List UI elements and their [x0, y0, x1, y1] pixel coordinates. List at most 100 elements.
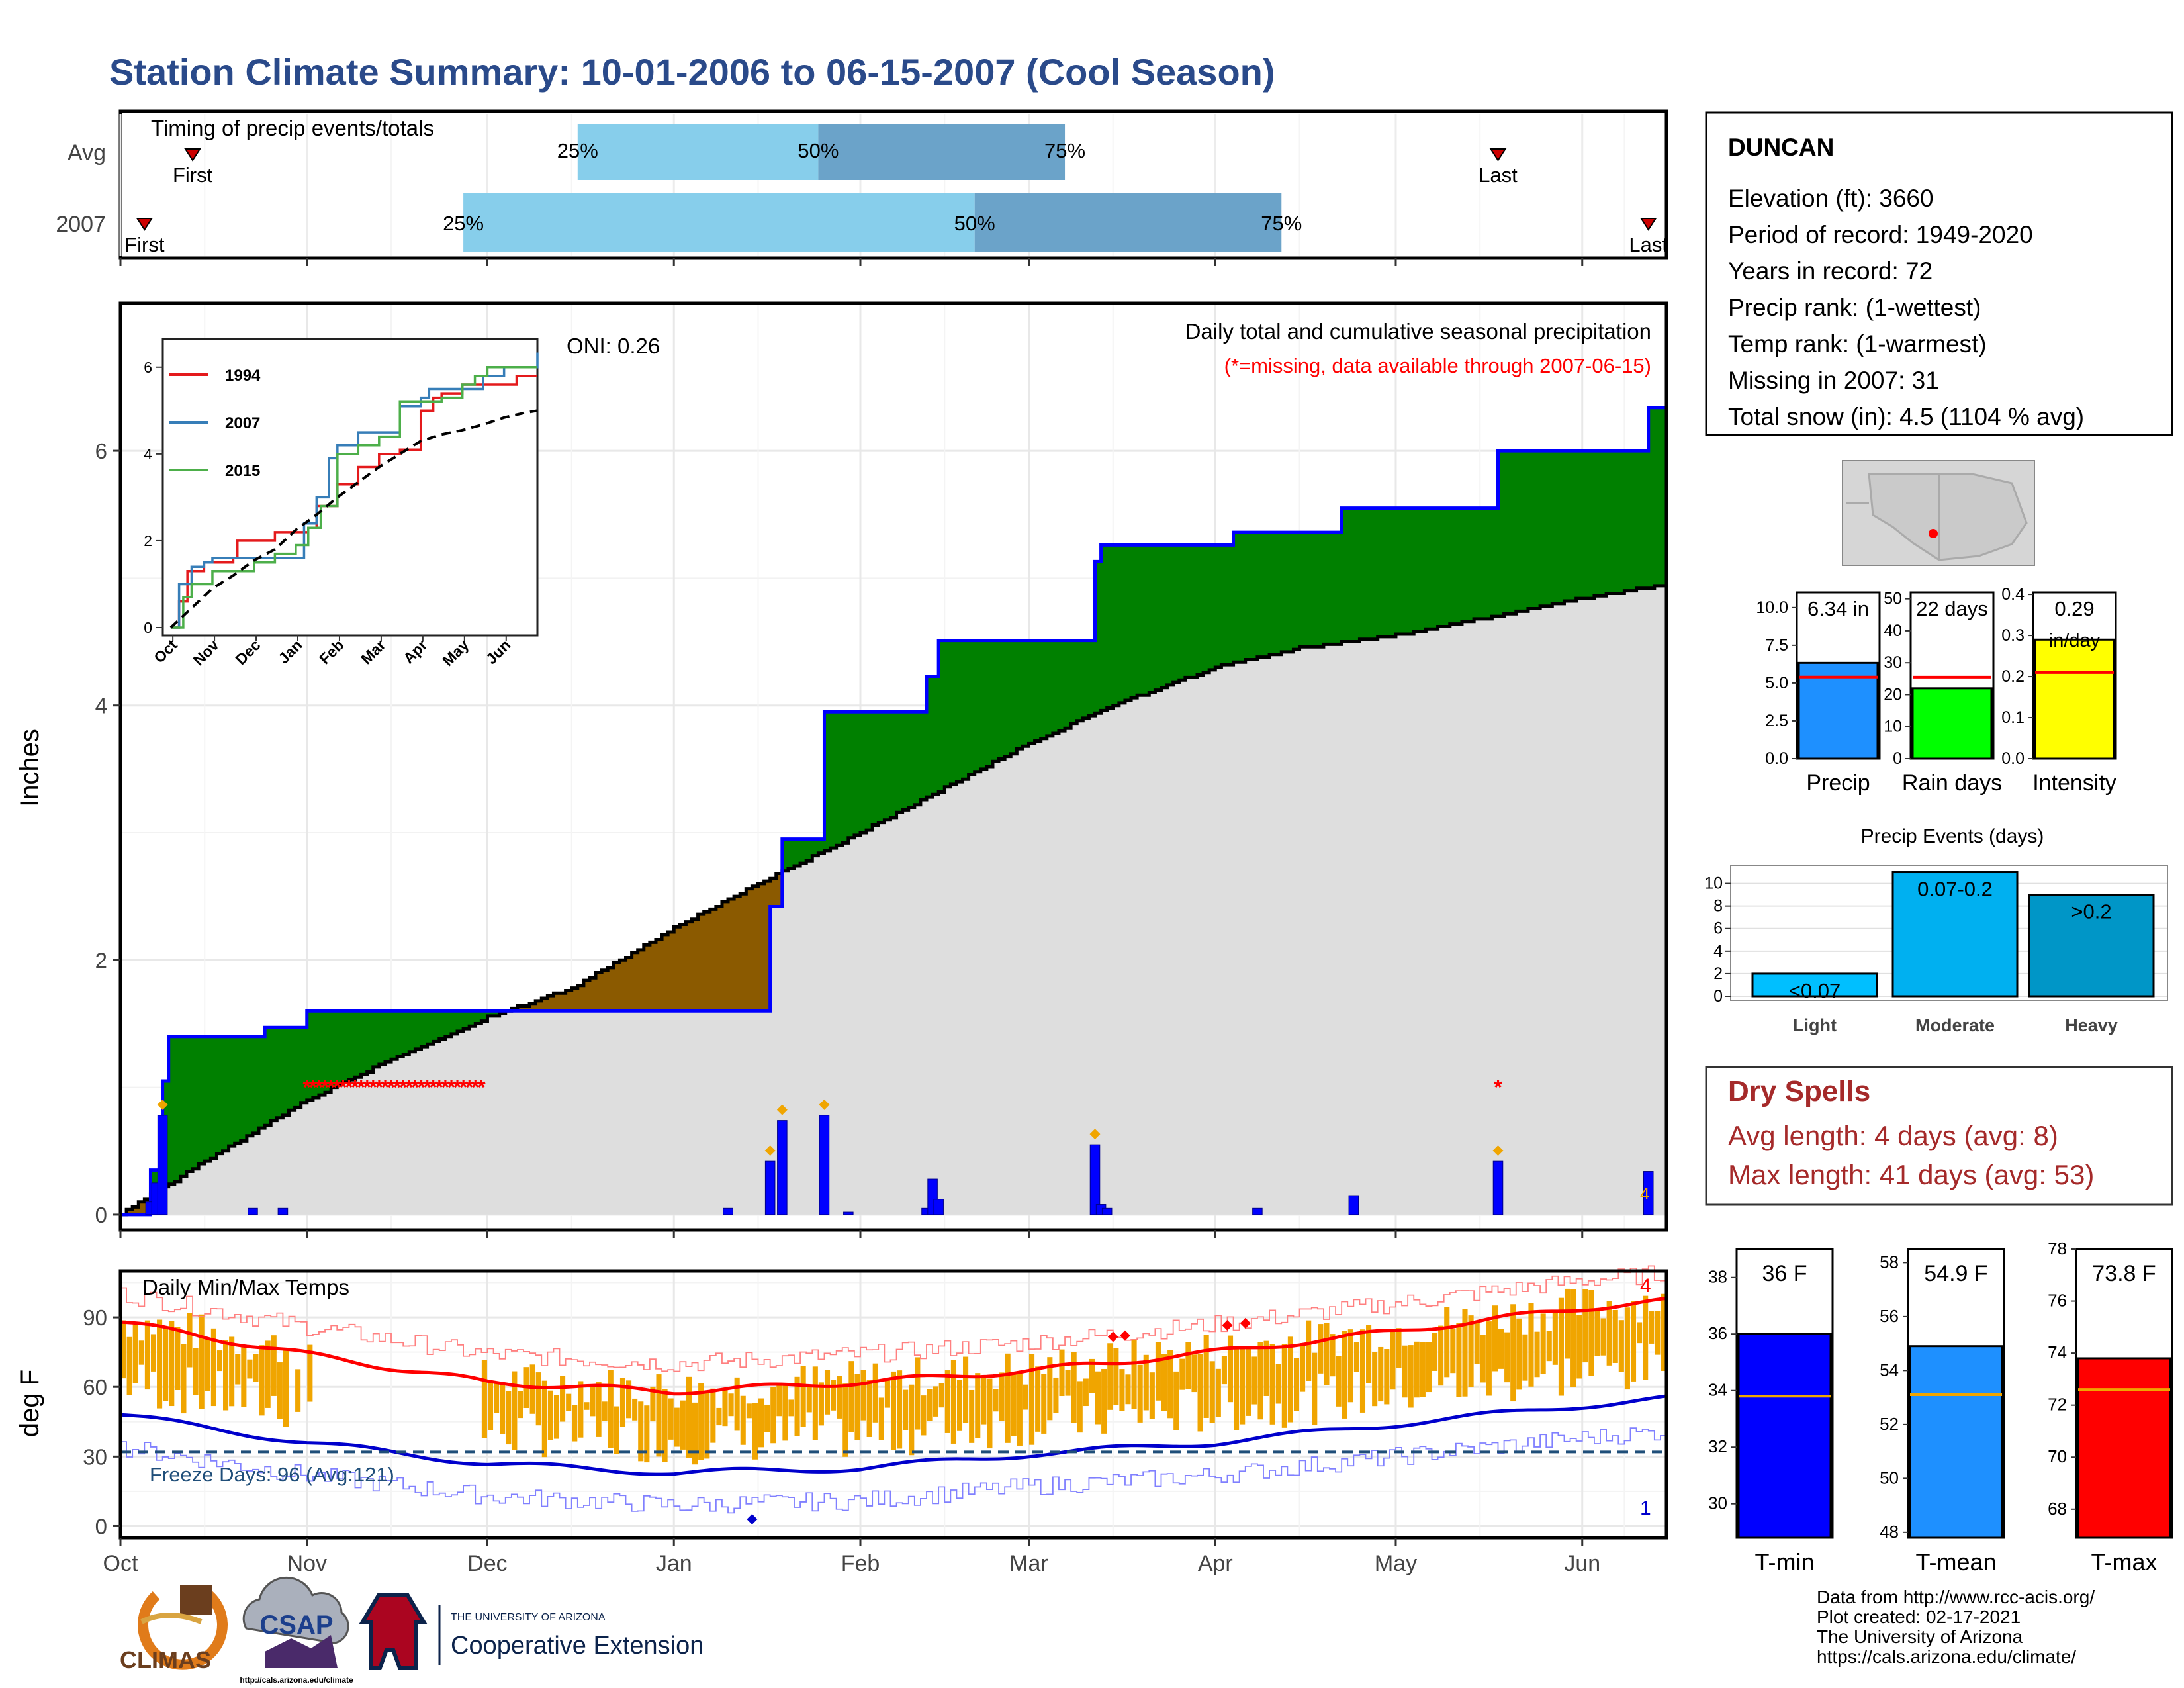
- daily-temp-bar-223: [1462, 1309, 1468, 1397]
- daily-temp-bar-154: [1047, 1357, 1053, 1421]
- daily-precip-bar-2007-04-24: [1348, 1195, 1359, 1215]
- missing-day-mark-54: *: [441, 1076, 450, 1100]
- precip-ytick-label-0: 0: [95, 1203, 107, 1227]
- daily-temp-bar-91: [668, 1398, 674, 1440]
- inset-ytick-label-2: 2: [144, 532, 152, 549]
- credit-data-source: Data from http://www.rcc-acis.org/: [1817, 1587, 2095, 1607]
- temp-panel-tick-label-t-mean-52: 52: [1880, 1414, 1899, 1434]
- events-value-heavy: >0.2: [2071, 900, 2111, 923]
- daily-temp-bar-25: [271, 1335, 277, 1396]
- daily-temp-bar-109: [776, 1382, 782, 1417]
- daily-temp-bar-179: [1197, 1354, 1203, 1432]
- average-max-line: [120, 1296, 1667, 1396]
- daily-temp-bar-123: [860, 1370, 866, 1421]
- missing-day-mark-39: *: [351, 1076, 359, 1100]
- daily-temp-bar-24: [265, 1340, 271, 1408]
- daily-temp-bar-199: [1318, 1324, 1324, 1374]
- daily-temp-bar-228: [1492, 1305, 1498, 1372]
- daily-temp-bar-194: [1287, 1336, 1293, 1423]
- inset-line-2007: [171, 352, 539, 629]
- daily-precip-heavy-marker-2007-05-18: [1492, 1145, 1504, 1156]
- daily-temp-bar-63: [500, 1383, 506, 1434]
- station-snow: Total snow (in): 4.5 (1104 % avg): [1728, 403, 2084, 430]
- station-temp-rank: Temp rank: (1-warmest): [1728, 330, 1987, 357]
- daily-precip-bar-2007-01-30: [843, 1211, 854, 1215]
- missing-day-mark-44: *: [381, 1076, 390, 1100]
- timing-last-label-avg: Last: [1479, 164, 1518, 187]
- daily-temp-bar-108: [770, 1387, 776, 1444]
- missing-day-mark-41: *: [363, 1076, 371, 1100]
- daily-temp-bar-70: [541, 1380, 547, 1458]
- daily-precip-bar-2006-10-28: [277, 1207, 289, 1215]
- daily-temp-bar-92: [674, 1407, 680, 1447]
- mini-tick-label-rain-days-50: 50: [1884, 590, 1902, 608]
- mini-bar-rain-days: [1911, 687, 1993, 760]
- daily-temp-bar-193: [1281, 1344, 1287, 1428]
- temp-panel-tick-label-t-mean-50: 50: [1880, 1468, 1899, 1487]
- daily-temp-bar-3: [138, 1340, 144, 1365]
- timing-first-label-2007: First: [124, 233, 165, 256]
- dry-spells-frame: [1705, 1066, 2173, 1206]
- daily-precip-bar-2006-10-23: [248, 1207, 258, 1215]
- daily-temp-bar-130: [903, 1389, 909, 1430]
- missing-day-mark-58: *: [465, 1076, 474, 1100]
- daily-temp-bar-66: [518, 1391, 523, 1419]
- daily-temp-bar-246: [1600, 1318, 1606, 1356]
- daily-temp-bar-128: [890, 1371, 897, 1450]
- average-cumulative-line: [120, 583, 1668, 1217]
- daily-temp-bar-1: [126, 1336, 132, 1395]
- daily-temp-bar-167: [1125, 1374, 1131, 1405]
- daily-temp-bar-236: [1540, 1313, 1546, 1374]
- daily-temp-bar-60: [481, 1360, 487, 1438]
- month-label-jun: Jun: [1564, 1551, 1600, 1576]
- daily-temp-bar-132: [915, 1357, 921, 1430]
- temp-plot-frame: [118, 1269, 1668, 1540]
- daily-temp-bar-9: [175, 1327, 181, 1390]
- record-min-line: [120, 1427, 1667, 1514]
- mini-tick-label-rain-days-40: 40: [1884, 622, 1902, 640]
- temp-panel-tick-label-t-mean-54: 54: [1880, 1360, 1899, 1380]
- daily-temp-bar-210: [1384, 1349, 1390, 1405]
- daily-temp-bar-104: [746, 1403, 752, 1419]
- timing-p25-label-2007: 25%: [443, 212, 484, 235]
- timing-first-label-avg: First: [173, 164, 213, 187]
- timing-panel: 25% 50% 75% First Last 25% 50% 75% First Last Tim…: [56, 109, 1668, 266]
- daily-temp-bar-116: [818, 1382, 824, 1426]
- missing-day-mark-40: *: [357, 1076, 365, 1100]
- daily-precip-bar-2007-03-12: [1089, 1144, 1101, 1215]
- station-frame: [1705, 111, 2173, 436]
- daily-temp-bar-144: [987, 1378, 993, 1449]
- daily-temp-bar-7: [163, 1327, 169, 1401]
- daily-temp-bar-77: [584, 1402, 590, 1410]
- daily-temp-bar-195: [1293, 1358, 1300, 1411]
- precip-ytick-label-6: 6: [95, 439, 107, 463]
- daily-temp-bar-203: [1342, 1331, 1347, 1419]
- missing-day-mark-57: *: [459, 1076, 468, 1100]
- daily-temp-bar-216: [1420, 1342, 1426, 1397]
- daily-temp-bar-26: [277, 1362, 283, 1419]
- daily-temp-bar-29: [295, 1369, 301, 1412]
- precip-y-axis-label: Inches: [15, 729, 44, 807]
- daily-temp-bar-72: [553, 1395, 560, 1439]
- daily-temp-bar-5: [150, 1334, 157, 1372]
- daily-temp-bar-186: [1240, 1348, 1246, 1425]
- daily-temp-bar-81: [608, 1370, 614, 1448]
- daily-temp-bar-93: [680, 1400, 686, 1450]
- missing-day-mark-55: *: [447, 1076, 456, 1100]
- daily-temp-bar-83: [619, 1378, 626, 1427]
- daily-temp-bar-98: [710, 1388, 716, 1443]
- daily-temp-bar-181: [1209, 1361, 1215, 1423]
- events-tick-label-2: 2: [1713, 964, 1723, 983]
- daily-temp-bar-208: [1372, 1352, 1378, 1407]
- dry-spells-avg: Avg length: 4 days (avg: 8): [1728, 1120, 2058, 1151]
- timing-q2-bar-2007: [974, 193, 1282, 252]
- daily-precip-heavy-marker-2007-01-19: [776, 1104, 788, 1115]
- daily-temp-bar-230: [1504, 1332, 1510, 1383]
- daily-temp-bar-115: [812, 1366, 818, 1440]
- daily-temp-bar-214: [1408, 1345, 1414, 1408]
- state-border: [1846, 474, 1940, 560]
- daily-temp-bar-124: [866, 1380, 872, 1437]
- daily-temp-bar-143: [981, 1376, 987, 1425]
- timing-p25-label-avg: 25%: [557, 139, 598, 162]
- daily-temp-bar-161: [1089, 1358, 1095, 1393]
